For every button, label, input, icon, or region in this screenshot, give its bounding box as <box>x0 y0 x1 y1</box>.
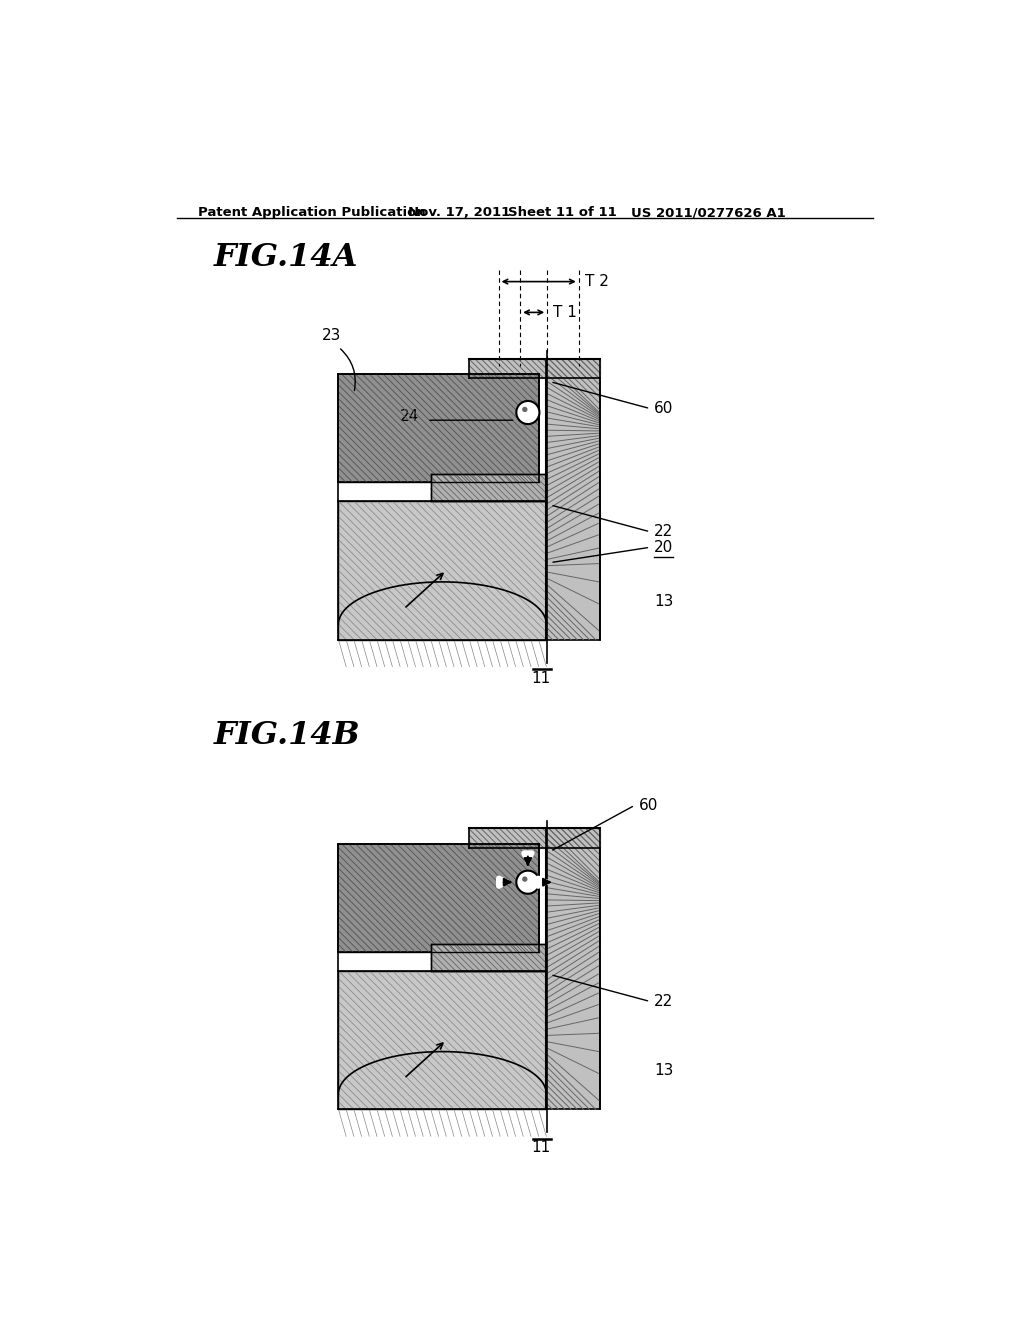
Text: 11: 11 <box>531 1140 551 1155</box>
Polygon shape <box>339 582 547 624</box>
Circle shape <box>516 401 540 424</box>
Text: US 2011/0277626 A1: US 2011/0277626 A1 <box>631 206 785 219</box>
Text: T 1: T 1 <box>553 305 578 319</box>
Text: Nov. 17, 2011: Nov. 17, 2011 <box>408 206 510 219</box>
Text: Patent Application Publication: Patent Application Publication <box>199 206 426 219</box>
Polygon shape <box>469 829 600 847</box>
Polygon shape <box>339 843 539 952</box>
Text: T 2: T 2 <box>585 275 608 289</box>
Circle shape <box>522 407 527 412</box>
Polygon shape <box>547 359 600 640</box>
Text: 20: 20 <box>654 540 674 554</box>
Text: 60: 60 <box>639 797 658 813</box>
Text: 22: 22 <box>654 524 674 540</box>
Polygon shape <box>339 502 547 640</box>
Text: 13: 13 <box>654 1064 674 1078</box>
Circle shape <box>516 871 540 894</box>
Text: 23: 23 <box>322 327 341 343</box>
Text: 60: 60 <box>654 401 674 416</box>
Polygon shape <box>339 374 539 482</box>
Polygon shape <box>431 474 547 502</box>
Polygon shape <box>547 829 600 1109</box>
Polygon shape <box>339 1052 547 1094</box>
Circle shape <box>522 876 527 882</box>
Text: 13: 13 <box>654 594 674 609</box>
Text: 24: 24 <box>400 409 419 424</box>
Text: FIG.14A: FIG.14A <box>214 242 358 272</box>
Text: 11: 11 <box>531 671 551 685</box>
Text: Sheet 11 of 11: Sheet 11 of 11 <box>508 206 616 219</box>
Polygon shape <box>469 359 600 378</box>
Text: 22: 22 <box>654 994 674 1008</box>
Polygon shape <box>431 944 547 970</box>
Polygon shape <box>339 970 547 1109</box>
Text: FIG.14B: FIG.14B <box>214 721 360 751</box>
